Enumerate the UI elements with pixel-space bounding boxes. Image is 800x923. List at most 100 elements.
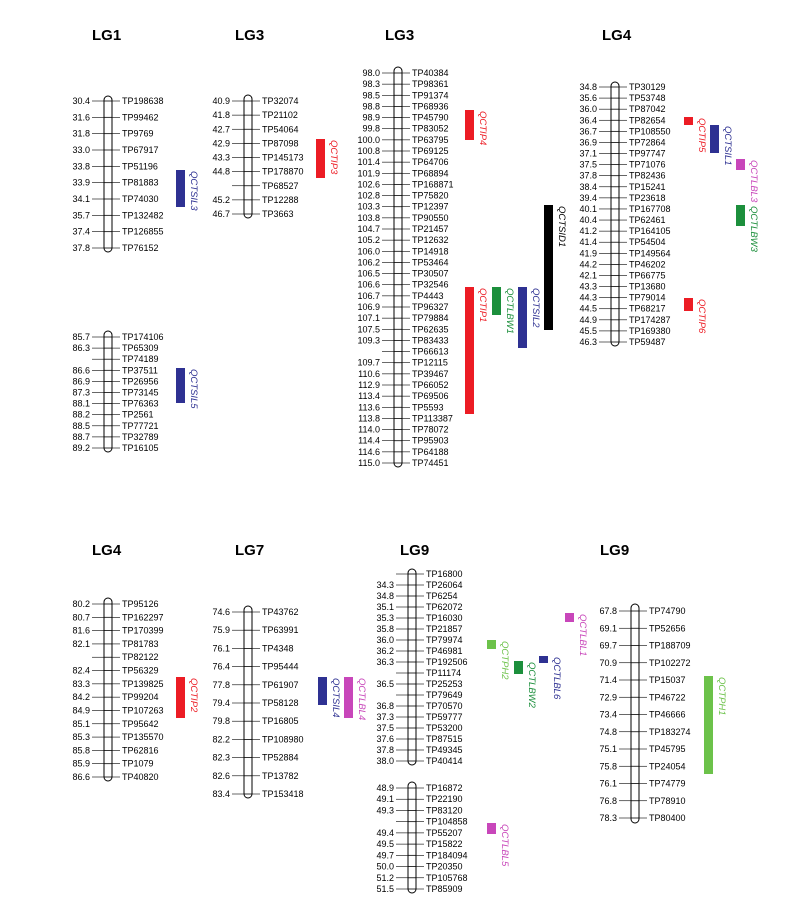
marker-name: TP74189 xyxy=(122,354,159,364)
marker-name: TP2561 xyxy=(122,410,154,420)
marker-name: TP62072 xyxy=(426,602,463,612)
chromosome-bar xyxy=(103,330,113,453)
locus-position: 83.3 xyxy=(72,679,90,689)
marker-name: TP62461 xyxy=(629,215,666,225)
locus-position: 85.8 xyxy=(72,745,90,755)
qtl-label: QCTSIL4 xyxy=(330,678,341,718)
marker-name: TP149564 xyxy=(629,248,671,258)
marker-name: TP14918 xyxy=(412,246,449,256)
locus-position: 86.3 xyxy=(72,343,90,353)
marker-name: TP79649 xyxy=(426,690,463,700)
marker-name: TP40414 xyxy=(426,756,463,766)
marker-name: TP26064 xyxy=(426,580,463,590)
marker-name: TP5593 xyxy=(412,402,444,412)
locus-position: 73.4 xyxy=(599,710,617,720)
locus-position: 110.6 xyxy=(358,369,380,379)
locus-position: 106.0 xyxy=(357,246,380,256)
locus-position: 40.9 xyxy=(212,96,230,106)
locus-position: 114.6 xyxy=(358,447,380,457)
marker-name: TP174287 xyxy=(629,315,671,325)
locus-position: 99.8 xyxy=(362,124,380,134)
qtl-bar xyxy=(736,205,745,226)
marker-name: TP174106 xyxy=(122,332,164,342)
marker-name: TP164105 xyxy=(629,226,671,236)
linkage-group: LG3 98.0 TP40384 98.3 TP98361 98.5 TP91374 98.8… xyxy=(357,27,567,468)
locus-position: 41.9 xyxy=(579,248,597,258)
locus-position: 36.4 xyxy=(579,115,597,125)
locus-position: 75.9 xyxy=(212,625,230,635)
qtl-label: QCTPH2 xyxy=(499,641,510,680)
locus-position: 42.9 xyxy=(212,138,230,148)
qtl-bar xyxy=(465,110,474,140)
locus-position: 48.9 xyxy=(376,783,394,793)
marker-name: TP45790 xyxy=(412,113,449,123)
marker-name: TP76363 xyxy=(122,399,159,409)
marker-name: TP4348 xyxy=(262,643,294,653)
marker-name: TP168871 xyxy=(412,179,454,189)
marker-name: TP20350 xyxy=(426,862,463,872)
marker-name: TP77721 xyxy=(122,421,159,431)
locus-position: 42.1 xyxy=(579,270,597,280)
marker-name: TP49345 xyxy=(426,745,463,755)
chromosome-bar xyxy=(407,568,417,766)
qtl-bar xyxy=(544,205,553,330)
marker-name: TP15822 xyxy=(426,839,463,849)
locus-position: 101.4 xyxy=(357,157,380,167)
locus-position: 49.4 xyxy=(376,828,394,838)
locus-position: 75.1 xyxy=(599,744,617,754)
locus-position: 30.4 xyxy=(72,96,90,106)
marker-name: TP52884 xyxy=(262,753,299,763)
locus-position: 85.1 xyxy=(72,719,90,729)
qtl-label: QCTSIL5 xyxy=(188,369,199,409)
marker-name: TP62816 xyxy=(122,745,159,755)
locus-position: 40.1 xyxy=(579,204,597,214)
marker-name: TP22190 xyxy=(426,794,463,804)
locus-position: 80.2 xyxy=(72,599,90,609)
locus-position: 112.9 xyxy=(358,380,380,390)
locus-position: 78.3 xyxy=(599,813,617,823)
locus-position: 34.3 xyxy=(376,580,394,590)
marker-name: TP68894 xyxy=(412,168,449,178)
marker-name: TP62635 xyxy=(412,324,449,334)
locus-position: 39.4 xyxy=(579,193,597,203)
locus-position: 49.3 xyxy=(376,805,394,815)
qtl-bar xyxy=(518,287,527,348)
locus-position: 34.8 xyxy=(579,82,597,92)
marker-name: TP4443 xyxy=(412,291,444,301)
locus-position: 115.0 xyxy=(358,458,380,468)
marker-name: TP153418 xyxy=(262,789,304,799)
locus-position: 106.7 xyxy=(357,291,380,301)
chromosome-bar xyxy=(243,605,253,799)
marker-name: TP74790 xyxy=(649,606,686,616)
marker-name: TP11174 xyxy=(426,668,461,678)
marker-name: TP108550 xyxy=(629,126,671,136)
marker-name: TP15241 xyxy=(629,182,666,192)
marker-name: TP183274 xyxy=(649,727,691,737)
linkage-group: LG3 40.9 TP32074 41.8 TP21102 42.7 TP54064 42.9… xyxy=(212,27,339,219)
marker-name: TP23618 xyxy=(629,193,666,203)
locus-position: 98.0 xyxy=(362,68,380,78)
locus-position: 103.8 xyxy=(357,213,380,223)
locus-position: 80.7 xyxy=(72,612,90,622)
marker-name: TP66775 xyxy=(629,270,666,280)
marker-name: TP68936 xyxy=(412,101,449,111)
marker-name: TP66613 xyxy=(412,347,449,357)
locus-position: 107.5 xyxy=(357,324,380,334)
marker-name: TP83433 xyxy=(412,335,449,345)
locus-position: 41.2 xyxy=(579,226,597,236)
locus-position: 40.4 xyxy=(579,215,597,225)
marker-name: TP3663 xyxy=(262,209,294,219)
locus-position: 36.7 xyxy=(579,126,597,136)
locus-position: 88.1 xyxy=(72,399,90,409)
locus-position: 76.4 xyxy=(212,662,230,672)
marker-name: TP79014 xyxy=(629,293,666,303)
marker-name: TP59777 xyxy=(426,712,463,722)
locus-position: 76.1 xyxy=(212,643,230,653)
marker-name: TP97747 xyxy=(629,149,666,159)
locus-position: 98.9 xyxy=(362,113,380,123)
locus-position: 36.8 xyxy=(376,701,394,711)
linkage-group: LG4 80.2 TP95126 80.7 TP162297 81.6 TP170399 82… xyxy=(72,542,199,782)
qtl-bar xyxy=(704,676,713,774)
locus-position: 109.3 xyxy=(357,335,380,345)
marker-name: TP90550 xyxy=(412,213,449,223)
